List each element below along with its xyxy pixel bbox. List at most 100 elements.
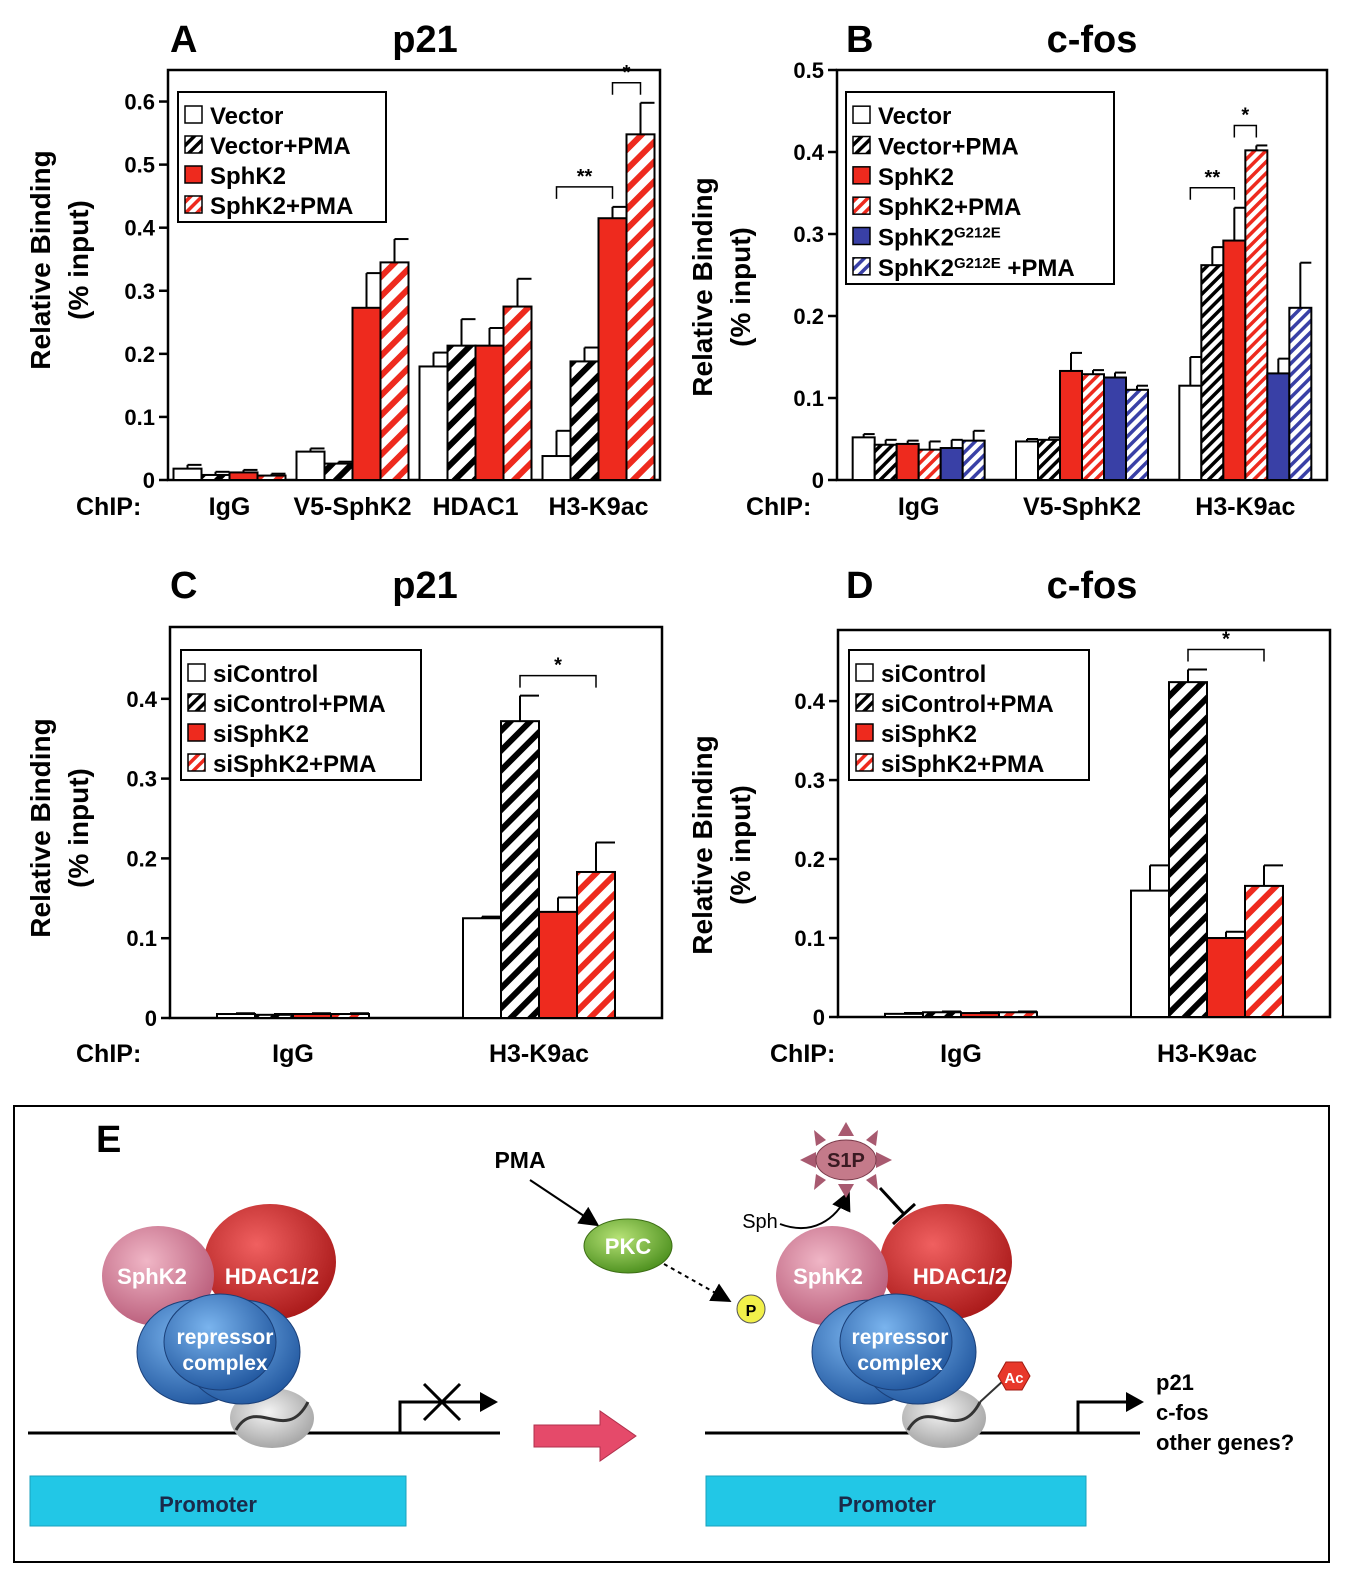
- sph-to-s1p-arrow: [779, 1190, 851, 1229]
- sphk2-label: SphK2: [117, 1264, 187, 1289]
- pma-to-pkc-arrow: [529, 1179, 600, 1227]
- bar: [1125, 388, 1149, 481]
- legend-label: Vector+PMA: [210, 133, 351, 160]
- legend-label: Vector: [210, 103, 283, 130]
- panel-letter-a: A: [170, 19, 197, 61]
- plot-frame: [166, 68, 662, 482]
- plot-area: 0 0.1 0.2 0.3 0.4 0.5 0.6 IgG V5-SphK2 HDAC1 H3-K9…: [124, 62, 662, 521]
- bar: [917, 448, 942, 482]
- legend-label: siSphK2+PMA: [881, 751, 1044, 778]
- transition-arrow-icon: [533, 1410, 637, 1462]
- legend-label: siSphK2: [213, 721, 309, 748]
- legend-swatch: [852, 226, 871, 246]
- y-tick-label: 0.4: [793, 140, 824, 165]
- legend-swatch: [852, 166, 871, 185]
- panel-letter-b: B: [846, 19, 873, 61]
- y-axis-label-units: (% input): [63, 768, 94, 888]
- gene-label: p21: [1156, 1370, 1194, 1395]
- block-x-icon: [422, 1382, 462, 1422]
- y-axis-label: Relative Binding: [25, 150, 56, 369]
- bar: [330, 1013, 370, 1019]
- acetyl-tail-line: [979, 1379, 1005, 1403]
- legend: Vector Vector+PMA SphK2 SphK2+PMA: [177, 91, 387, 223]
- panel-letter-e: E: [96, 1119, 121, 1161]
- x-category-label: IgG: [209, 493, 251, 521]
- bar: [1266, 372, 1291, 481]
- legend-label: Vector+PMA: [878, 134, 1019, 161]
- bar: [960, 1012, 1000, 1019]
- chart-title: c-fos: [1047, 565, 1138, 607]
- transcription-arrow-blocked: [398, 1400, 488, 1433]
- bar: [895, 442, 920, 482]
- bar: [172, 467, 203, 481]
- y-axis-label-units: (% input): [725, 785, 756, 905]
- y-tick-label: 0.1: [124, 405, 155, 430]
- chart-title: p21: [392, 19, 457, 61]
- y-tick-label: 0.3: [794, 768, 825, 793]
- legend-label: SphK2+PMA: [210, 193, 353, 220]
- legend-swatch: [184, 165, 203, 184]
- bar: [500, 720, 540, 1019]
- legend: siControl siControl+PMA siSphK2 siSphK2+PMA: [848, 649, 1090, 781]
- transcription-arrow-active: [1076, 1400, 1132, 1433]
- promoter-box-right: [705, 1475, 1087, 1527]
- legend-label: Vector: [878, 103, 951, 130]
- sphk2-label: SphK2: [793, 1264, 863, 1289]
- legend: siControl siControl+PMA siSphK2 siSphK2+PMA: [180, 649, 422, 781]
- legend-label: SphK2: [210, 163, 286, 190]
- y-tick-label: 0: [812, 468, 824, 493]
- y-tick-label: 0.5: [124, 153, 155, 178]
- legend-swatch: [184, 135, 203, 154]
- significance-label: *: [1222, 628, 1230, 650]
- bar: [1037, 438, 1061, 482]
- arrowhead-icon: [1126, 1392, 1144, 1412]
- bar: [569, 360, 600, 481]
- bar: [922, 1011, 962, 1019]
- s1p-burst-icon: [800, 1122, 892, 1198]
- significance-bracket: [1187, 648, 1265, 662]
- bar: [462, 917, 502, 1020]
- complex-label: complex: [857, 1352, 943, 1375]
- inhibition-bar-icon: [891, 1202, 917, 1226]
- bar: [379, 261, 410, 481]
- legend-swatch: [187, 663, 206, 682]
- legend-swatch: [184, 195, 203, 214]
- bar: [418, 365, 449, 482]
- bar: [323, 462, 354, 482]
- panel-letter-d: D: [846, 565, 873, 607]
- x-category-label: IgG: [272, 1040, 314, 1068]
- x-category-label: IgG: [940, 1040, 982, 1068]
- sph-label: Sph: [742, 1211, 778, 1233]
- bar: [1081, 373, 1105, 481]
- arrowhead-icon: [480, 1392, 498, 1412]
- y-tick-label: 0.2: [793, 304, 824, 329]
- x-category-label: V5-SphK2: [1023, 493, 1141, 521]
- hdac-label: HDAC1/2: [913, 1264, 1007, 1289]
- gene-label: other genes?: [1156, 1430, 1294, 1455]
- plot-area: 0 0.1 0.2 0.3 0.4 IgG H3-K9ac *: [794, 628, 1332, 1068]
- legend-label: siControl+PMA: [213, 691, 386, 718]
- repressor-subunit-icon: [839, 1293, 953, 1391]
- bar: [597, 217, 628, 481]
- significance-bracket: [1189, 187, 1236, 200]
- bar: [625, 133, 656, 481]
- gene-label: c-fos: [1156, 1400, 1209, 1425]
- bar: [1244, 884, 1284, 1018]
- legend-label: siControl: [881, 661, 986, 688]
- bar: [228, 471, 259, 481]
- legend-swatch: [855, 663, 874, 682]
- acetyl-mark-icon: [997, 1361, 1031, 1391]
- x-category-label: V5-SphK2: [293, 493, 411, 521]
- legend-label: SphK2G212E +PMA: [878, 254, 1075, 282]
- y-tick-label: 0.3: [793, 222, 824, 247]
- legend-swatch: [184, 105, 203, 124]
- y-tick-label: 0.4: [794, 689, 825, 714]
- repressor-label: repressor: [852, 1326, 949, 1349]
- legend: Vector Vector+PMA SphK2 SphK2+PMA SphK2G212E…: [845, 91, 1115, 285]
- legend-swatch: [855, 693, 874, 712]
- y-tick-label: 0.1: [794, 926, 825, 951]
- x-axis-prefix: ChIP:: [76, 493, 141, 521]
- legend-swatch: [187, 723, 206, 742]
- legend-label: SphK2+PMA: [878, 194, 1021, 221]
